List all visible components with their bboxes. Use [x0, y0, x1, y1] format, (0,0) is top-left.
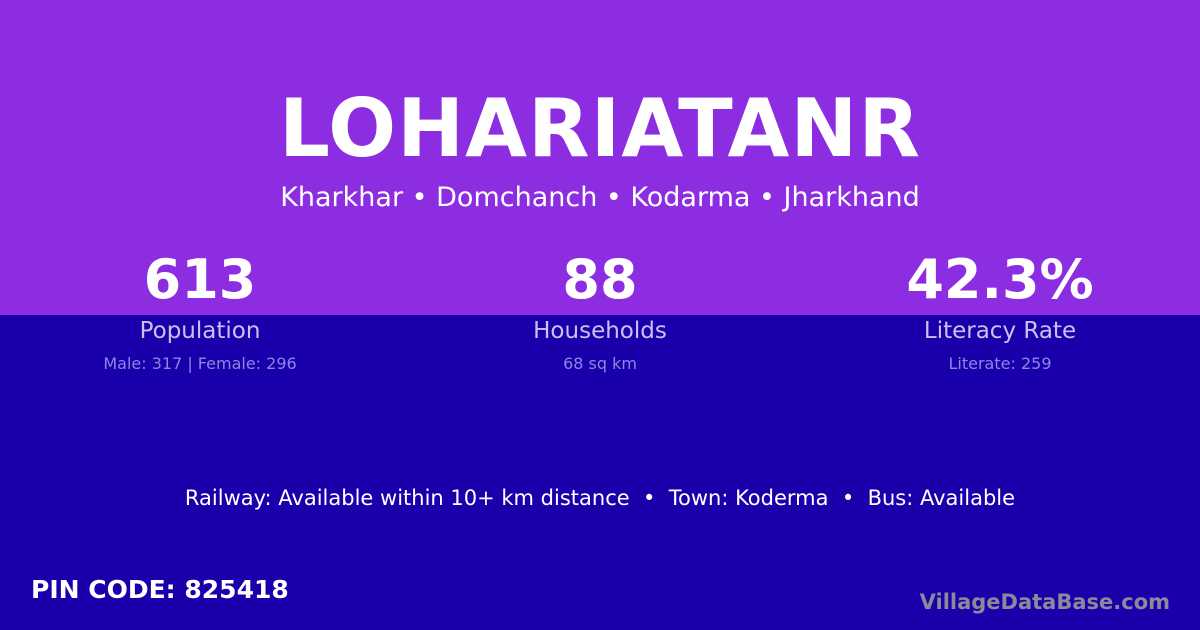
brand-watermark: VillageDataBase.com	[919, 590, 1170, 614]
stat-literacy: 42.3% Literacy Rate Literate: 259	[800, 246, 1200, 373]
stat-value: 42.3%	[906, 248, 1094, 311]
header-band	[0, 0, 1200, 315]
stat-households: 88 Households 68 sq km	[400, 246, 800, 373]
stat-detail: 68 sq km	[563, 354, 637, 373]
amenities-line: Railway: Available within 10+ km distanc…	[184, 486, 1016, 510]
stat-label: Households	[533, 318, 667, 344]
stat-population: 613 Population Male: 317 | Female: 296	[0, 246, 400, 373]
stat-value: 613	[143, 248, 257, 311]
stat-value: 88	[562, 248, 638, 311]
location-breadcrumb: Kharkhar • Domchanch • Kodarma • Jharkha…	[280, 182, 920, 213]
stat-label: Literacy Rate	[923, 318, 1077, 344]
stat-detail: Literate: 259	[948, 354, 1052, 373]
stat-label: Population	[139, 318, 261, 344]
village-title: LOHARIATANR	[279, 82, 921, 175]
stat-detail: Male: 317 | Female: 296	[103, 354, 297, 373]
pin-code: PIN CODE: 825418	[31, 575, 289, 604]
